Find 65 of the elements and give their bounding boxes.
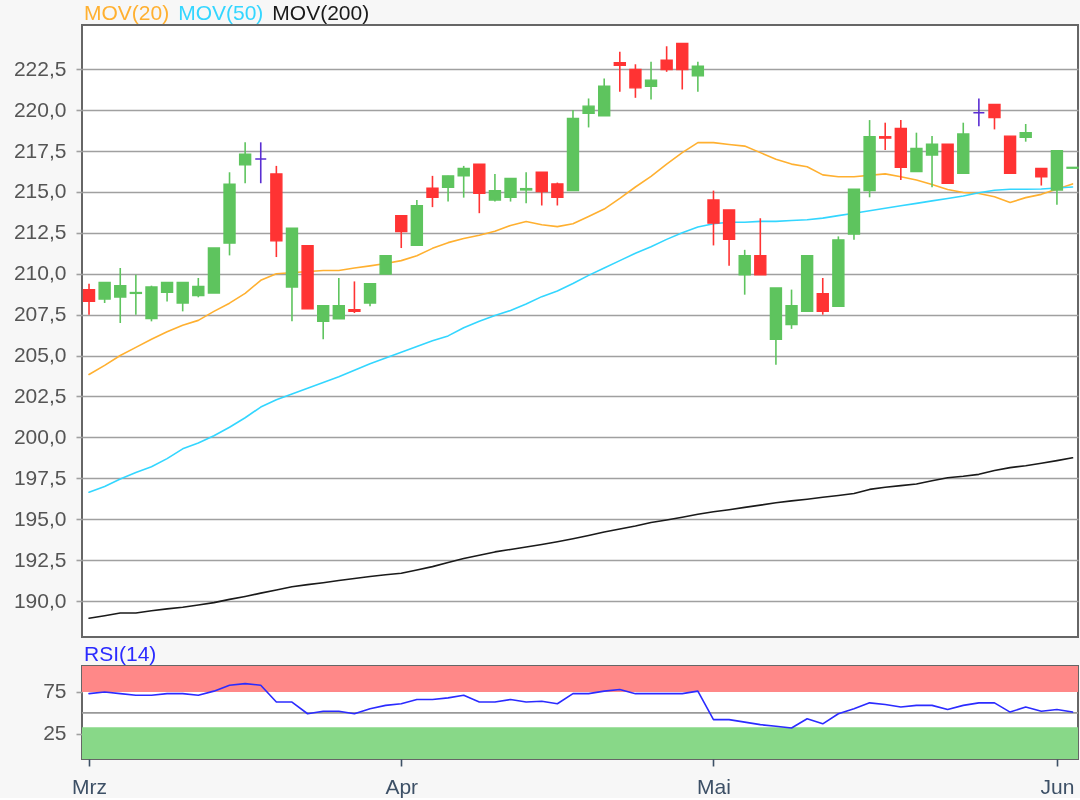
candlestick (738, 249, 751, 296)
candlestick (457, 165, 470, 199)
x-tick-label: Mrz (72, 774, 108, 798)
candlestick (879, 121, 892, 151)
candlestick (691, 61, 705, 93)
y-tick-label: 222,5 (13, 56, 67, 80)
candlestick (707, 189, 720, 247)
y-tick-label: 190,0 (13, 588, 67, 612)
y-tick-label: 210,0 (13, 261, 67, 285)
y-tick-label: 195,0 (13, 506, 67, 530)
candlestick (379, 255, 392, 275)
candlestick (363, 282, 377, 308)
candlestick (114, 267, 127, 324)
x-tick-label: Apr (385, 774, 419, 798)
candlestick (316, 304, 330, 340)
line-series (88, 186, 1074, 493)
y-tick-label: 217,5 (13, 138, 67, 162)
candlestick (426, 175, 439, 208)
candlestick (238, 141, 252, 185)
candlestick (754, 217, 767, 276)
candlestick (519, 171, 533, 204)
candlestick (192, 277, 205, 299)
candlestick (535, 171, 548, 207)
y-tick-label: 207,5 (13, 302, 67, 326)
candlestick (613, 51, 627, 93)
y-tick-label: 202,5 (13, 383, 67, 407)
line-series (88, 682, 1074, 729)
line-series (88, 141, 1074, 376)
text: MOV(50) (178, 1, 264, 24)
candlestick (504, 177, 517, 203)
y-tick-label: 200,0 (13, 424, 67, 448)
y-tick-label: 220,0 (13, 97, 67, 121)
y-tick-label: 197,5 (13, 465, 67, 489)
candlestick (988, 103, 1001, 131)
y-tick-label: 215,0 (13, 179, 67, 203)
y-tick-label: 25 (43, 721, 67, 745)
candlestick (972, 97, 986, 127)
candlestick (332, 277, 346, 320)
y-tick-label: 205,0 (13, 343, 67, 367)
candlestick (660, 45, 673, 73)
candlestick (816, 277, 829, 316)
candlestick (629, 63, 642, 99)
text: MOV(200) (272, 1, 370, 24)
candlestick (395, 215, 408, 249)
candlestick (98, 281, 111, 304)
candlestick (925, 135, 939, 189)
candlestick (348, 280, 361, 314)
candlestick (910, 131, 923, 173)
candlestick (160, 281, 174, 303)
x-tick-label: Mai (697, 774, 731, 798)
x-tick-label: Jun (1040, 774, 1075, 798)
candlestick (254, 141, 267, 185)
candlestick (488, 173, 502, 203)
text: MOV(20) (84, 1, 170, 24)
candlestick (176, 281, 189, 313)
series-label: RSI(14) (84, 642, 157, 665)
candlestick (785, 288, 798, 330)
y-tick-label: 75 (43, 679, 67, 703)
y-tick-label: 212,5 (13, 220, 67, 244)
candlestick (129, 273, 143, 316)
candlestick (644, 61, 658, 101)
candlestick (582, 97, 595, 129)
y-tick-label: 192,5 (13, 547, 67, 571)
candlestick (441, 175, 455, 203)
line-series (88, 457, 1074, 619)
